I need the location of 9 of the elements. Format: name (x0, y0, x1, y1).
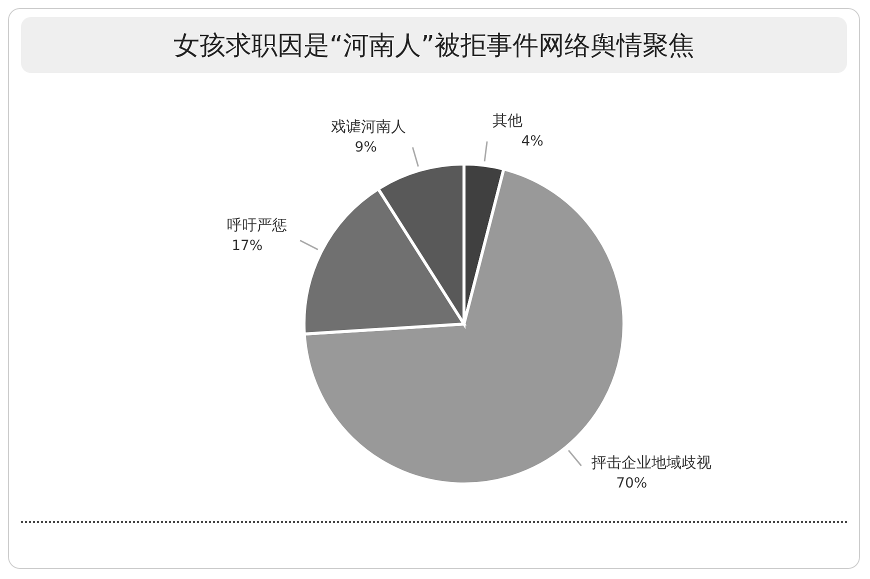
data-label: 17% (232, 238, 263, 254)
slice-label: 呼吁严惩 (227, 216, 288, 234)
slice-label: 戏谑河南人 (330, 118, 406, 136)
slice-label: 其他 (492, 112, 522, 130)
slice-label: 抨击企业地域歧视 (590, 453, 712, 472)
data-label: 9% (354, 140, 377, 156)
data-label: 4% (521, 134, 544, 150)
data-label: 70% (616, 475, 648, 492)
chart-title: 女孩求职因是“河南人”被拒事件网络舆情聚焦 (21, 17, 847, 73)
